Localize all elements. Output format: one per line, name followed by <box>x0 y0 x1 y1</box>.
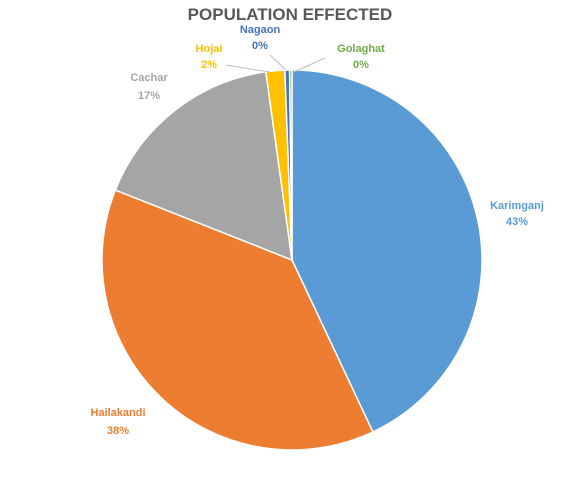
slice-label-golaghat: Golaghat <box>337 43 385 55</box>
leader-lines <box>225 54 326 73</box>
pie-slice-karimganj <box>291 69 483 433</box>
slice-percent-hailakandi: 38% <box>107 425 129 437</box>
chart-title: POPULATION EFFECTED <box>188 5 393 24</box>
pie-slice-cachar <box>114 70 293 262</box>
slice-percent-golaghat: 0% <box>353 59 369 71</box>
leader-line-golaghat <box>293 57 326 73</box>
slice-percent-karimganj: 43% <box>506 216 528 228</box>
slice-percent-nagaon: 0% <box>252 40 268 52</box>
slice-percent-hojai: 2% <box>201 59 217 71</box>
slice-percent-cachar: 17% <box>138 90 160 102</box>
slice-label-karimganj: Karimganj <box>490 200 544 212</box>
slice-label-hailakandi: Hailakandi <box>90 407 145 419</box>
slice-label-nagaon: Nagaon <box>240 24 281 36</box>
slice-labels: Karimganj 43% Hailakandi 38% Cachar 17% Hojai 2… <box>90 24 543 437</box>
pie-slices <box>101 69 483 451</box>
leader-line-nagaon <box>269 54 287 71</box>
slice-label-hojai: Hojai <box>196 43 223 55</box>
pie-slice-golaghat <box>288 69 293 261</box>
slice-label-cachar: Cachar <box>130 72 168 84</box>
pie-slice-hailakandi <box>101 189 374 451</box>
leader-line-hojai <box>225 64 271 73</box>
